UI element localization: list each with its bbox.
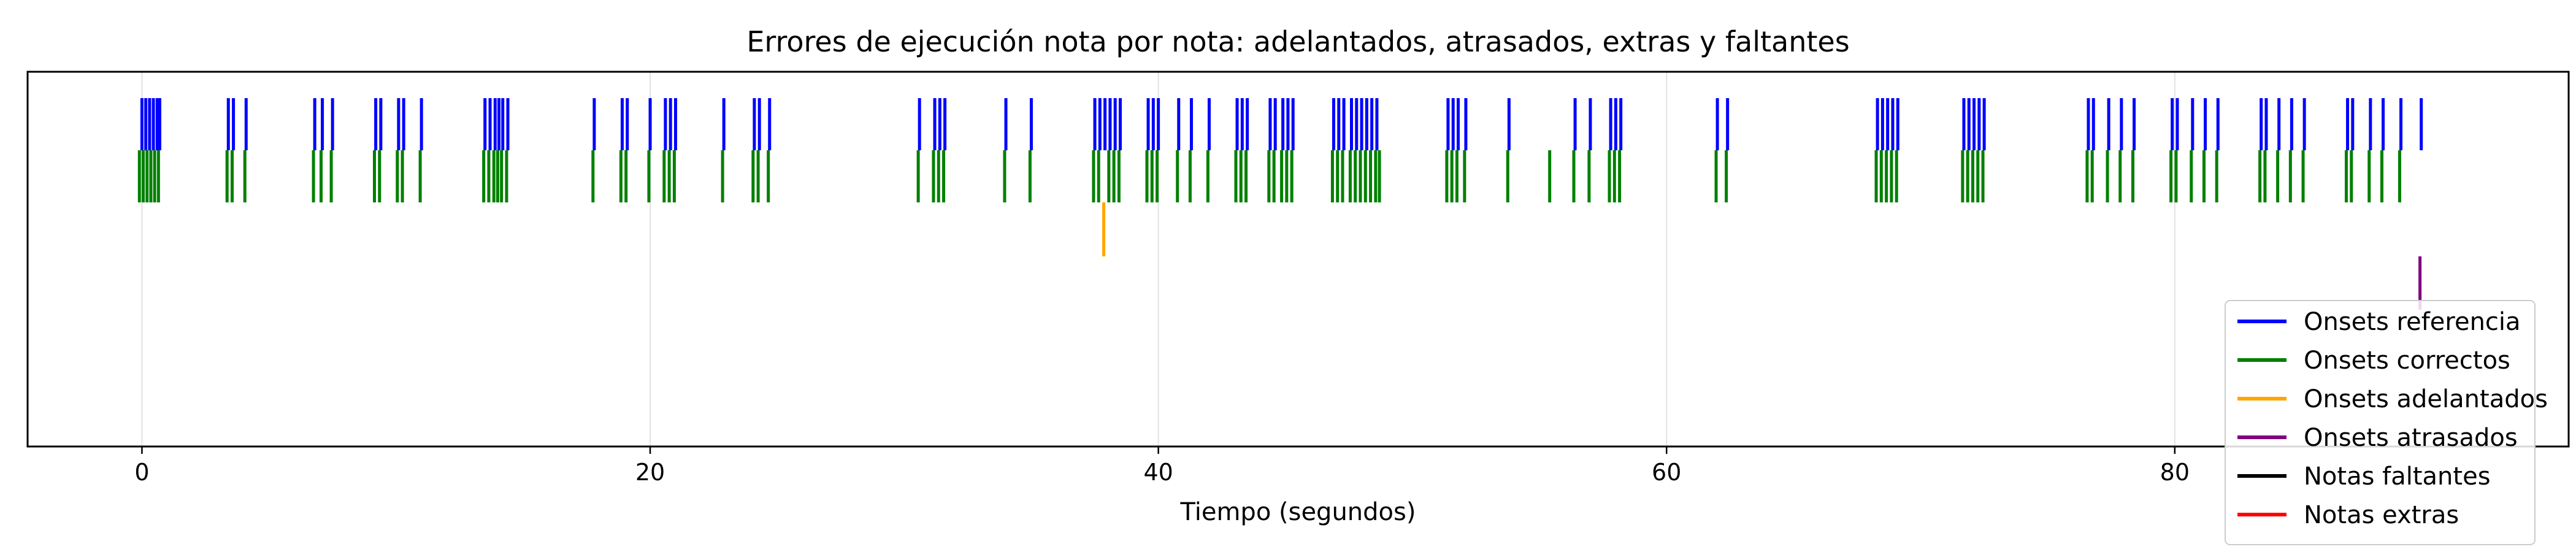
legend-item: Onsets correctos (2237, 347, 2510, 375)
x-tick-label: 80 (2160, 459, 2190, 486)
legend-item: Onsets referencia (2237, 308, 2521, 336)
legend-item: Onsets adelantados (2237, 385, 2548, 413)
legend: Onsets referencia Onsets correctos Onsets … (2225, 300, 2548, 545)
x-tick-label: 20 (635, 459, 665, 486)
legend-label: Onsets adelantados (2304, 385, 2548, 413)
legend-label: Notas extras (2304, 501, 2459, 529)
x-tick-label: 60 (1652, 459, 1681, 486)
legend-label: Notas faltantes (2304, 462, 2491, 491)
x-tick-label: 40 (1143, 459, 1173, 486)
legend-item: Onsets atrasados (2237, 424, 2518, 452)
legend-item: Notas faltantes (2237, 462, 2491, 491)
series-1 (140, 98, 2423, 150)
plot-frame (26, 71, 2570, 448)
legend-label: Onsets atrasados (2304, 424, 2518, 452)
chart-title: Errores de ejecución nota por nota: adel… (746, 25, 1849, 58)
legend-label: Onsets referencia (2304, 308, 2521, 336)
legend-item: Notas extras (2237, 501, 2459, 529)
x-tick-label: 0 (134, 459, 149, 486)
x-axis-label: Tiempo (segundos) (1180, 498, 1416, 526)
series-2 (137, 150, 2401, 202)
legend-box (2225, 300, 2536, 545)
x-axis: 0 20 40 60 80 (134, 447, 2190, 486)
plot-series (137, 98, 2423, 310)
legend-label: Onsets correctos (2304, 347, 2510, 375)
